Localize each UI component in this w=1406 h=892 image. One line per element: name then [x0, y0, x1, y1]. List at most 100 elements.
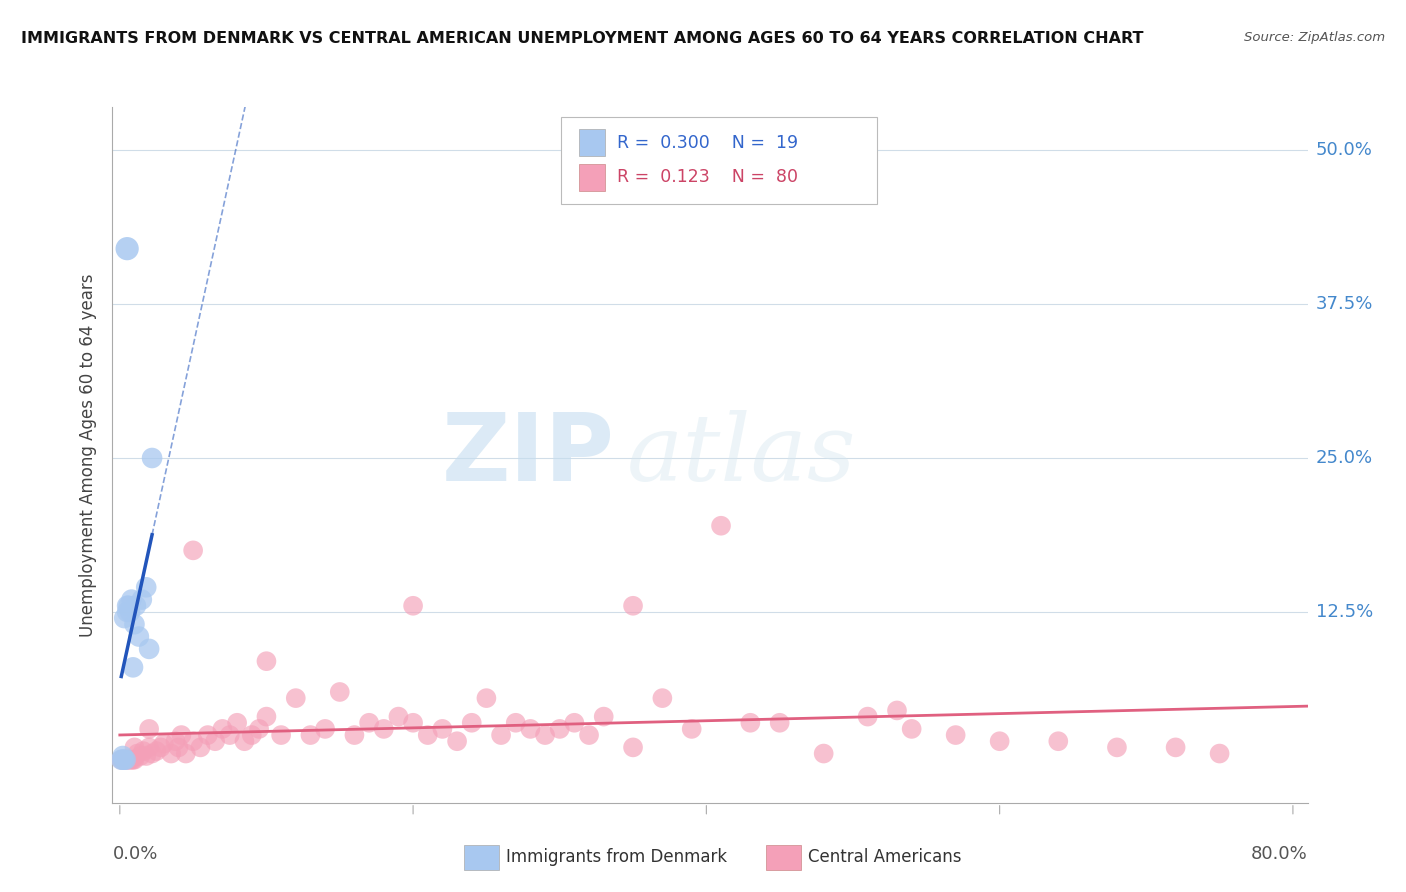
Point	[505, 715, 527, 730]
Point	[114, 753, 136, 767]
Point	[432, 722, 454, 736]
Point	[124, 753, 146, 767]
Point	[122, 753, 145, 767]
Point	[416, 728, 439, 742]
Text: 0.0%: 0.0%	[112, 845, 157, 863]
Point	[117, 599, 139, 613]
Point	[578, 728, 600, 742]
Point	[1105, 740, 1128, 755]
Point	[115, 599, 138, 613]
Point	[138, 722, 160, 736]
Point	[174, 747, 197, 761]
Point	[135, 749, 157, 764]
Point	[138, 740, 160, 755]
Point	[813, 747, 835, 761]
Text: 12.5%: 12.5%	[1316, 603, 1374, 621]
Point	[856, 709, 879, 723]
Point	[160, 747, 183, 761]
Point	[153, 737, 176, 751]
Point	[124, 740, 146, 755]
Point	[120, 605, 142, 619]
Point	[740, 715, 762, 730]
Point	[343, 728, 366, 742]
Point	[115, 605, 138, 619]
Point	[240, 728, 263, 742]
Point	[110, 753, 132, 767]
Point	[519, 722, 541, 736]
Point	[886, 703, 908, 717]
Point	[121, 592, 143, 607]
Point	[988, 734, 1011, 748]
Point	[211, 722, 233, 736]
Point	[181, 734, 204, 748]
Point	[165, 734, 187, 748]
Point	[373, 722, 395, 736]
Point	[548, 722, 571, 736]
Point	[204, 734, 226, 748]
Point	[129, 749, 152, 764]
Point	[945, 728, 967, 742]
Text: 50.0%: 50.0%	[1316, 141, 1372, 159]
Point	[138, 641, 160, 656]
Point	[329, 685, 352, 699]
Point	[120, 753, 142, 767]
Point	[1047, 734, 1070, 748]
FancyBboxPatch shape	[561, 118, 877, 204]
Text: R =  0.123    N =  80: R = 0.123 N = 80	[617, 169, 797, 186]
Point	[461, 715, 484, 730]
Point	[592, 709, 614, 723]
Point	[122, 660, 145, 674]
Point	[141, 747, 163, 761]
Point	[226, 715, 249, 730]
Point	[115, 242, 138, 256]
Point	[125, 599, 148, 613]
Point	[1164, 740, 1187, 755]
Point	[167, 740, 190, 755]
Text: 80.0%: 80.0%	[1251, 845, 1308, 863]
Point	[170, 728, 193, 742]
Point	[681, 722, 703, 736]
Point	[131, 592, 153, 607]
Point	[314, 722, 336, 736]
Text: 25.0%: 25.0%	[1316, 449, 1374, 467]
FancyBboxPatch shape	[579, 164, 605, 191]
Point	[1208, 747, 1230, 761]
Point	[181, 543, 204, 558]
Text: Central Americans: Central Americans	[808, 848, 962, 866]
Point	[299, 728, 322, 742]
Point	[270, 728, 292, 742]
Point	[710, 518, 733, 533]
Point	[387, 709, 409, 723]
Point	[218, 728, 240, 742]
Point	[769, 715, 792, 730]
Point	[284, 691, 307, 706]
Point	[112, 753, 135, 767]
Text: IMMIGRANTS FROM DENMARK VS CENTRAL AMERICAN UNEMPLOYMENT AMONG AGES 60 TO 64 YEA: IMMIGRANTS FROM DENMARK VS CENTRAL AMERI…	[21, 31, 1143, 46]
Text: Immigrants from Denmark: Immigrants from Denmark	[506, 848, 727, 866]
Point	[117, 753, 139, 767]
Point	[402, 715, 425, 730]
Point	[114, 753, 136, 767]
Point	[111, 749, 134, 764]
Point	[446, 734, 468, 748]
Point	[621, 599, 644, 613]
Point	[111, 753, 134, 767]
Point	[149, 740, 172, 755]
Point	[124, 617, 146, 632]
Point	[111, 753, 134, 767]
Point	[359, 715, 381, 730]
Text: Source: ZipAtlas.com: Source: ZipAtlas.com	[1244, 31, 1385, 45]
Text: R =  0.300    N =  19: R = 0.300 N = 19	[617, 134, 799, 152]
Point	[121, 753, 143, 767]
Point	[197, 728, 219, 742]
Point	[475, 691, 498, 706]
Point	[145, 744, 167, 758]
Point	[256, 654, 278, 668]
Point	[534, 728, 557, 742]
Point	[256, 709, 278, 723]
Point	[135, 580, 157, 594]
Point	[564, 715, 586, 730]
Point	[900, 722, 922, 736]
Point	[115, 753, 138, 767]
Point	[112, 611, 135, 625]
